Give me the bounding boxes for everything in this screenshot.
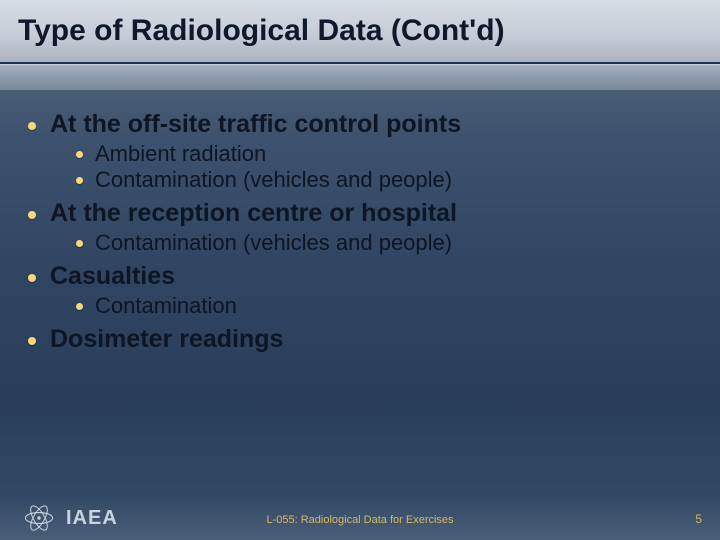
list-item: CasualtiesContamination [28,262,700,319]
list-item-label: Dosimeter readings [50,325,283,354]
sub-list-item-label: Contamination (vehicles and people) [95,167,452,193]
bullet-icon [76,240,83,247]
footer-label: L-055: Radiological Data for Exercises [266,514,453,526]
bullet-icon [76,151,83,158]
footer: IAEA L-055: Radiological Data for Exerci… [0,496,720,540]
org-name: IAEA [66,507,118,530]
list-item-label: Casualties [50,262,175,291]
bullet-icon [28,274,36,282]
atom-icon [22,501,56,535]
bullet-icon [28,337,36,345]
sub-list-item-label: Contamination (vehicles and people) [95,230,452,256]
page-number: 5 [695,512,702,526]
list-item-row: Dosimeter readings [28,325,700,354]
bullet-icon [76,177,83,184]
org-logo: IAEA [22,501,118,535]
bullet-list: At the off-site traffic control pointsAm… [28,110,700,354]
list-item: At the reception centre or hospitalConta… [28,199,700,256]
bullet-icon [28,211,36,219]
list-item-row: At the reception centre or hospital [28,199,700,228]
sub-list: Contamination (vehicles and people) [76,230,700,256]
list-item: At the off-site traffic control pointsAm… [28,110,700,193]
sub-list-item: Contamination [76,293,700,319]
title-band: Type of Radiological Data (Cont'd) [0,0,720,90]
list-item-label: At the reception centre or hospital [50,199,457,228]
sub-list-item-label: Ambient radiation [95,141,266,167]
slide-title: Type of Radiological Data (Cont'd) [18,14,702,48]
title-underline [0,62,720,64]
list-item-row: At the off-site traffic control points [28,110,700,139]
list-item-label: At the off-site traffic control points [50,110,461,139]
bullet-icon [28,122,36,130]
sub-list-item: Ambient radiation [76,141,700,167]
title-shim [0,65,720,95]
sub-list: Ambient radiationContamination (vehicles… [76,141,700,193]
sub-list-item-label: Contamination [95,293,237,319]
bullet-icon [76,303,83,310]
sub-list-item: Contamination (vehicles and people) [76,167,700,193]
sub-list: Contamination [76,293,700,319]
sub-list-item: Contamination (vehicles and people) [76,230,700,256]
list-item-row: Casualties [28,262,700,291]
content-area: At the off-site traffic control pointsAm… [28,110,700,360]
list-item: Dosimeter readings [28,325,700,354]
